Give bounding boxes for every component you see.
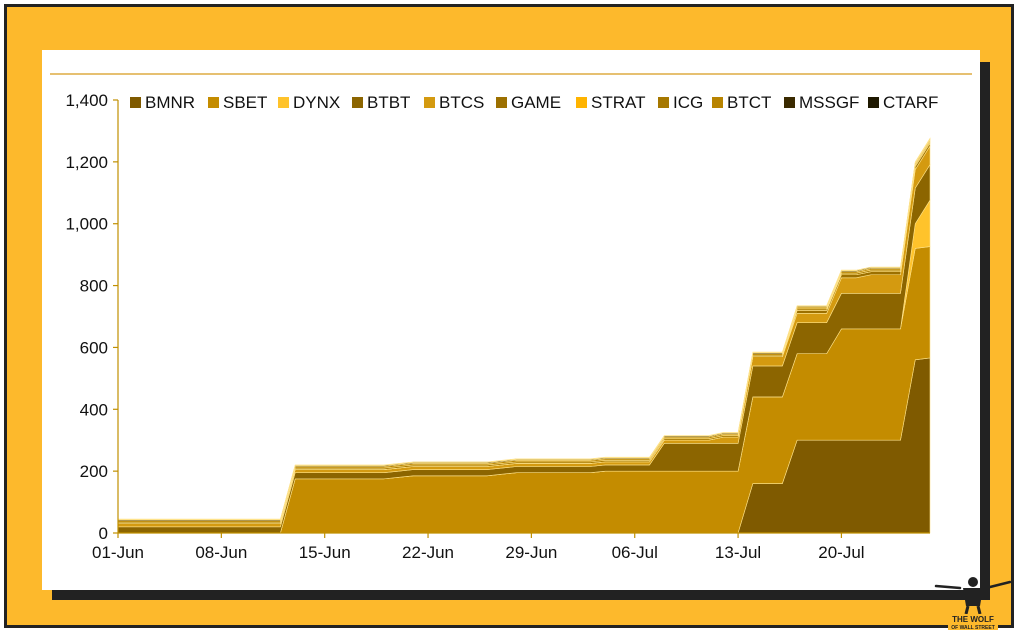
legend-item-strat: STRAT bbox=[576, 93, 645, 112]
x-tick-label: 22-Jun bbox=[402, 543, 454, 562]
stacked-area-chart: 0 200 400 600 800 1,000 1,200 1,400 01-Jun 08-Jun… bbox=[50, 73, 972, 562]
legend-item-game: GAME bbox=[496, 93, 561, 112]
area-ctarf bbox=[117, 137, 931, 521]
legend-swatch bbox=[496, 97, 507, 108]
x-tick-label: 06-Jul bbox=[612, 543, 658, 562]
legend-swatch bbox=[576, 97, 587, 108]
legend-item-bmnr: BMNR bbox=[130, 93, 195, 112]
legend-label: STRAT bbox=[591, 93, 645, 112]
legend-swatch bbox=[784, 97, 795, 108]
y-tick-label: 800 bbox=[80, 277, 108, 296]
x-tick-label: 20-Jul bbox=[818, 543, 864, 562]
legend-swatch bbox=[352, 97, 363, 108]
legend-swatch bbox=[868, 97, 879, 108]
x-tick-label: 08-Jun bbox=[195, 543, 247, 562]
watermark-line-2: OF WALL STREET bbox=[951, 625, 995, 631]
legend-swatch bbox=[130, 97, 141, 108]
legend-label: DYNX bbox=[293, 93, 340, 112]
legend-item-icg: ICG bbox=[658, 93, 703, 112]
axes: 0 200 400 600 800 1,000 1,200 1,400 01-Jun 08-Jun… bbox=[65, 91, 930, 562]
y-tick-label: 1,400 bbox=[65, 91, 108, 110]
legend-item-sbet: SBET bbox=[208, 93, 267, 112]
x-tick-label: 15-Jun bbox=[299, 543, 351, 562]
legend-swatch bbox=[658, 97, 669, 108]
legend-label: BTCS bbox=[439, 93, 484, 112]
watermark-line-1: THE WOLF bbox=[952, 615, 994, 624]
y-tick-label: 0 bbox=[99, 524, 108, 543]
legend-item-btcs: BTCS bbox=[424, 93, 484, 112]
legend-item-dynx: DYNX bbox=[278, 93, 340, 112]
y-tick-label: 600 bbox=[80, 338, 108, 357]
legend: BMNR SBET DYNX BTBT BTCS GAME STRAT ICG BTCT MSSG… bbox=[130, 93, 938, 112]
legend-label: BTBT bbox=[367, 93, 410, 112]
wolf-watermark: THE WOLF OF WALL STREET bbox=[930, 572, 1016, 632]
legend-item-mssgf: MSSGF bbox=[784, 93, 859, 112]
x-tick-label: 29-Jun bbox=[505, 543, 557, 562]
legend-swatch bbox=[712, 97, 723, 108]
legend-label: GAME bbox=[511, 93, 561, 112]
legend-swatch bbox=[424, 97, 435, 108]
legend-label: ICG bbox=[673, 93, 703, 112]
y-tick-label: 1,000 bbox=[65, 215, 108, 234]
wolf-figure-icon: THE WOLF OF WALL STREET bbox=[934, 577, 1012, 631]
legend-label: MSSGF bbox=[799, 93, 859, 112]
legend-label: BTCT bbox=[727, 93, 771, 112]
x-tick-label: 01-Jun bbox=[92, 543, 144, 562]
legend-swatch bbox=[208, 97, 219, 108]
legend-item-btbt: BTBT bbox=[352, 93, 410, 112]
legend-label: CTARF bbox=[883, 93, 938, 112]
y-tick-label: 400 bbox=[80, 400, 108, 419]
legend-swatch bbox=[278, 97, 289, 108]
chart-card: 0 200 400 600 800 1,000 1,200 1,400 01-Jun 08-Jun… bbox=[42, 50, 980, 590]
area-series-group bbox=[117, 137, 931, 534]
legend-item-ctarf: CTARF bbox=[868, 93, 938, 112]
legend-label: BMNR bbox=[145, 93, 195, 112]
x-tick-label: 13-Jul bbox=[715, 543, 761, 562]
y-tick-label: 200 bbox=[80, 462, 108, 481]
y-tick-label: 1,200 bbox=[65, 153, 108, 172]
legend-item-btct: BTCT bbox=[712, 93, 771, 112]
legend-label: SBET bbox=[223, 93, 267, 112]
